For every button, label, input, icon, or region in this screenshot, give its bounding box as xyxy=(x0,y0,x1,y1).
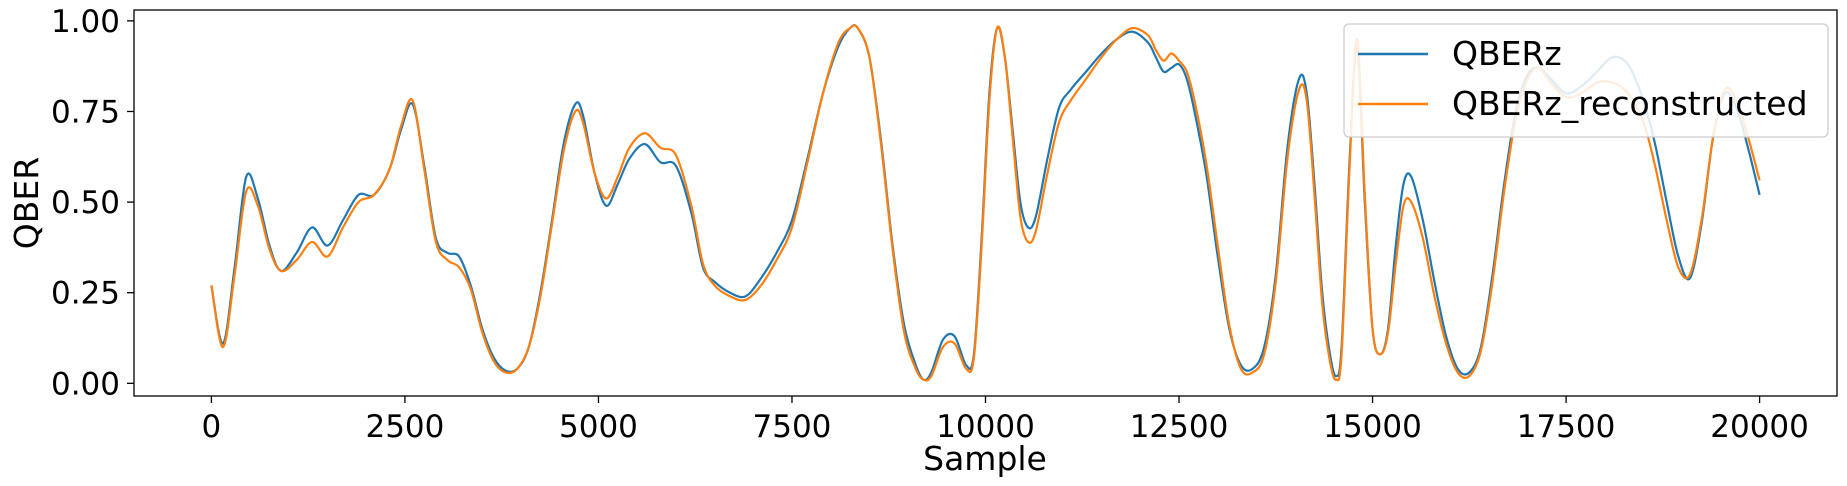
y-tick-label: 0.50 xyxy=(51,185,120,221)
series-line-qberz xyxy=(210,24,1761,382)
x-tick-label: 10000 xyxy=(936,409,1035,445)
y-tick-label: 0.00 xyxy=(51,366,120,402)
x-axis-title: Sample xyxy=(923,439,1047,478)
x-tick-label: 0 xyxy=(202,409,222,445)
series-line-qberz-reconstructed xyxy=(210,24,1761,382)
x-tick-label: 20000 xyxy=(1710,409,1809,445)
legend-label-qberz-reconstructed: QBERz_reconstructed xyxy=(1452,84,1808,123)
x-axis-ticks: 0 2500 5000 7500 10000 12500 15000 17500 20000 xyxy=(202,396,1809,445)
x-tick-label: 7500 xyxy=(753,409,832,445)
legend-label-qberz: QBERz xyxy=(1452,34,1562,73)
x-tick-label: 2500 xyxy=(365,409,444,445)
y-axis-ticks: 0.00 0.25 0.50 0.75 1.00 xyxy=(51,4,134,402)
x-tick-label: 15000 xyxy=(1323,409,1422,445)
x-tick-label: 12500 xyxy=(1130,409,1229,445)
y-tick-label: 0.75 xyxy=(51,94,120,130)
y-tick-label: 1.00 xyxy=(51,4,120,40)
x-tick-label: 5000 xyxy=(559,409,638,445)
y-tick-label: 0.25 xyxy=(51,276,120,312)
y-axis-title: QBER xyxy=(7,157,46,249)
legend-box xyxy=(1343,23,1829,138)
x-tick-label: 17500 xyxy=(1517,409,1616,445)
legend: QBERz QBERz_reconstructed xyxy=(1343,23,1829,138)
